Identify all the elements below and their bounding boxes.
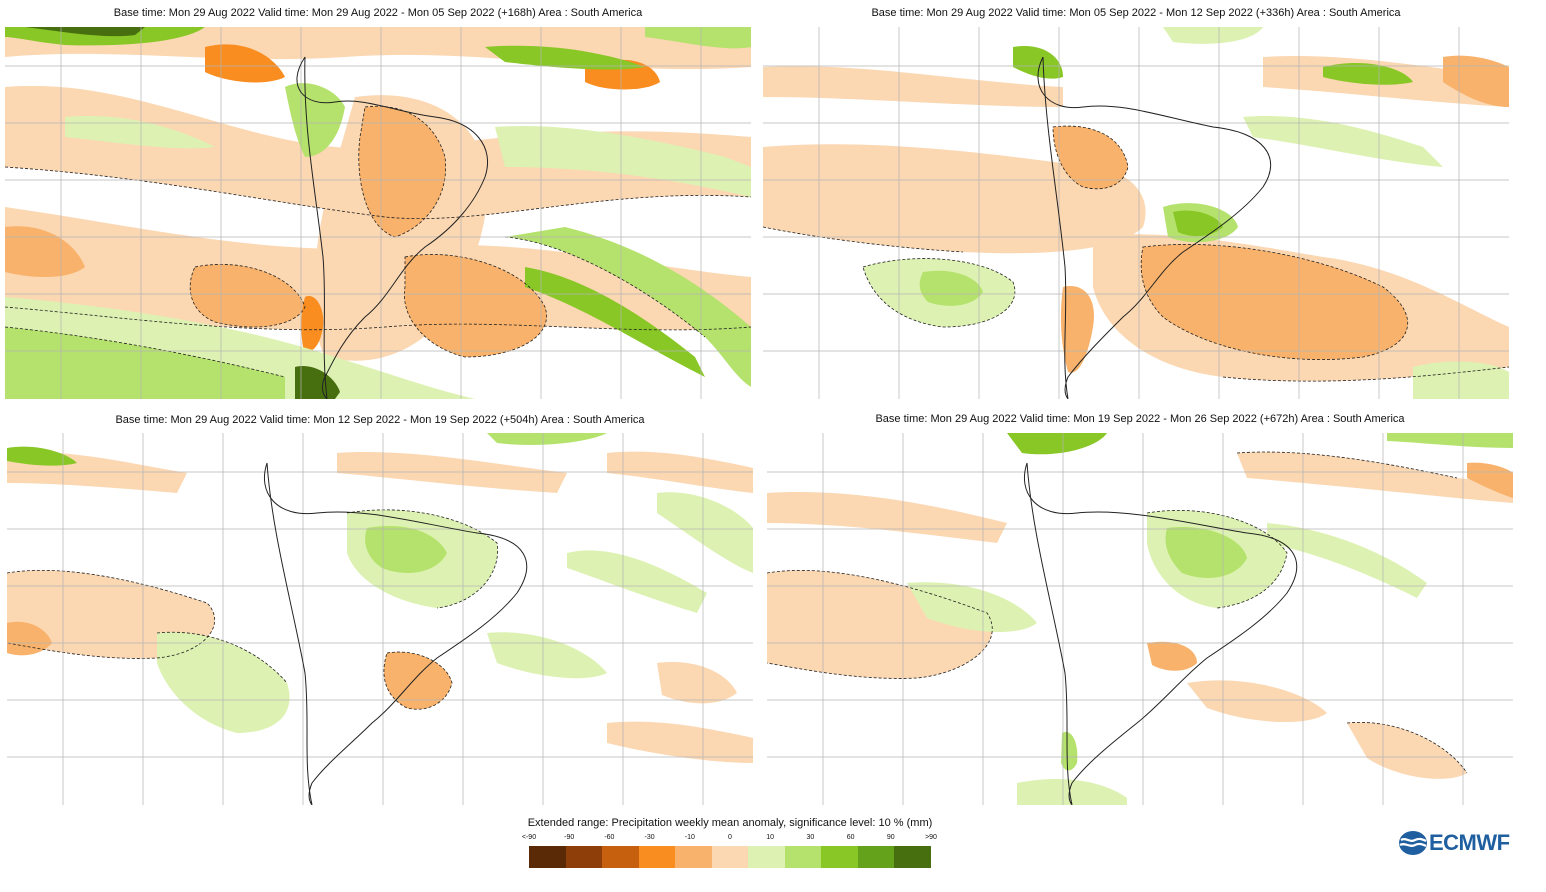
map-panel-week-3 [7, 433, 753, 805]
legend-tick-label: 10 [766, 834, 775, 841]
legend-tick-label: 30 [806, 834, 815, 841]
legend-tick-label: -60 [604, 834, 615, 841]
legend-tick-label: -30 [644, 834, 655, 841]
legend-swatch [821, 846, 858, 868]
ecmwf-logo-icon [1399, 831, 1427, 855]
panel-title-4: Base time: Mon 29 Aug 2022 Valid time: M… [875, 413, 1405, 425]
legend-tick-label: <-90 [521, 834, 537, 841]
legend-swatch [711, 846, 749, 868]
legend-swatch [602, 846, 639, 868]
legend-tick-label: -90 [564, 834, 575, 841]
legend-tick-label: -10 [684, 834, 695, 841]
legend-colorbar [529, 846, 932, 868]
panel-title-2: Base time: Mon 29 Aug 2022 Valid time: M… [871, 7, 1401, 19]
legend-swatch [565, 846, 603, 868]
legend-swatch [894, 846, 932, 868]
legend-swatch [748, 846, 785, 868]
legend-swatch [638, 846, 676, 868]
legend-swatch [857, 846, 895, 868]
legend-swatch [784, 846, 822, 868]
legend-tick-label: >90 [925, 834, 937, 841]
ecmwf-logo: ECMWF [1398, 829, 1524, 857]
legend-title: Extended range: Precipitation weekly mea… [527, 817, 933, 829]
legend-tick-label: 60 [846, 834, 855, 841]
legend-tick-label: 0 [728, 834, 732, 841]
panel-title-1: Base time: Mon 29 Aug 2022 Valid time: M… [113, 7, 643, 19]
legend-swatch [675, 846, 712, 868]
legend-swatch [529, 846, 566, 868]
legend-ticks: <-90 -90 -60 -30 -10 0 10 30 60 90 >90 [509, 834, 951, 844]
legend-tick-label: 90 [886, 834, 895, 841]
map-panel-week-2 [763, 27, 1509, 399]
ecmwf-logo-text: ECMWF [1429, 830, 1510, 855]
map-panel-week-1 [5, 27, 751, 399]
map-panel-week-4 [767, 433, 1513, 805]
panel-title-3: Base time: Mon 29 Aug 2022 Valid time: M… [115, 414, 645, 426]
